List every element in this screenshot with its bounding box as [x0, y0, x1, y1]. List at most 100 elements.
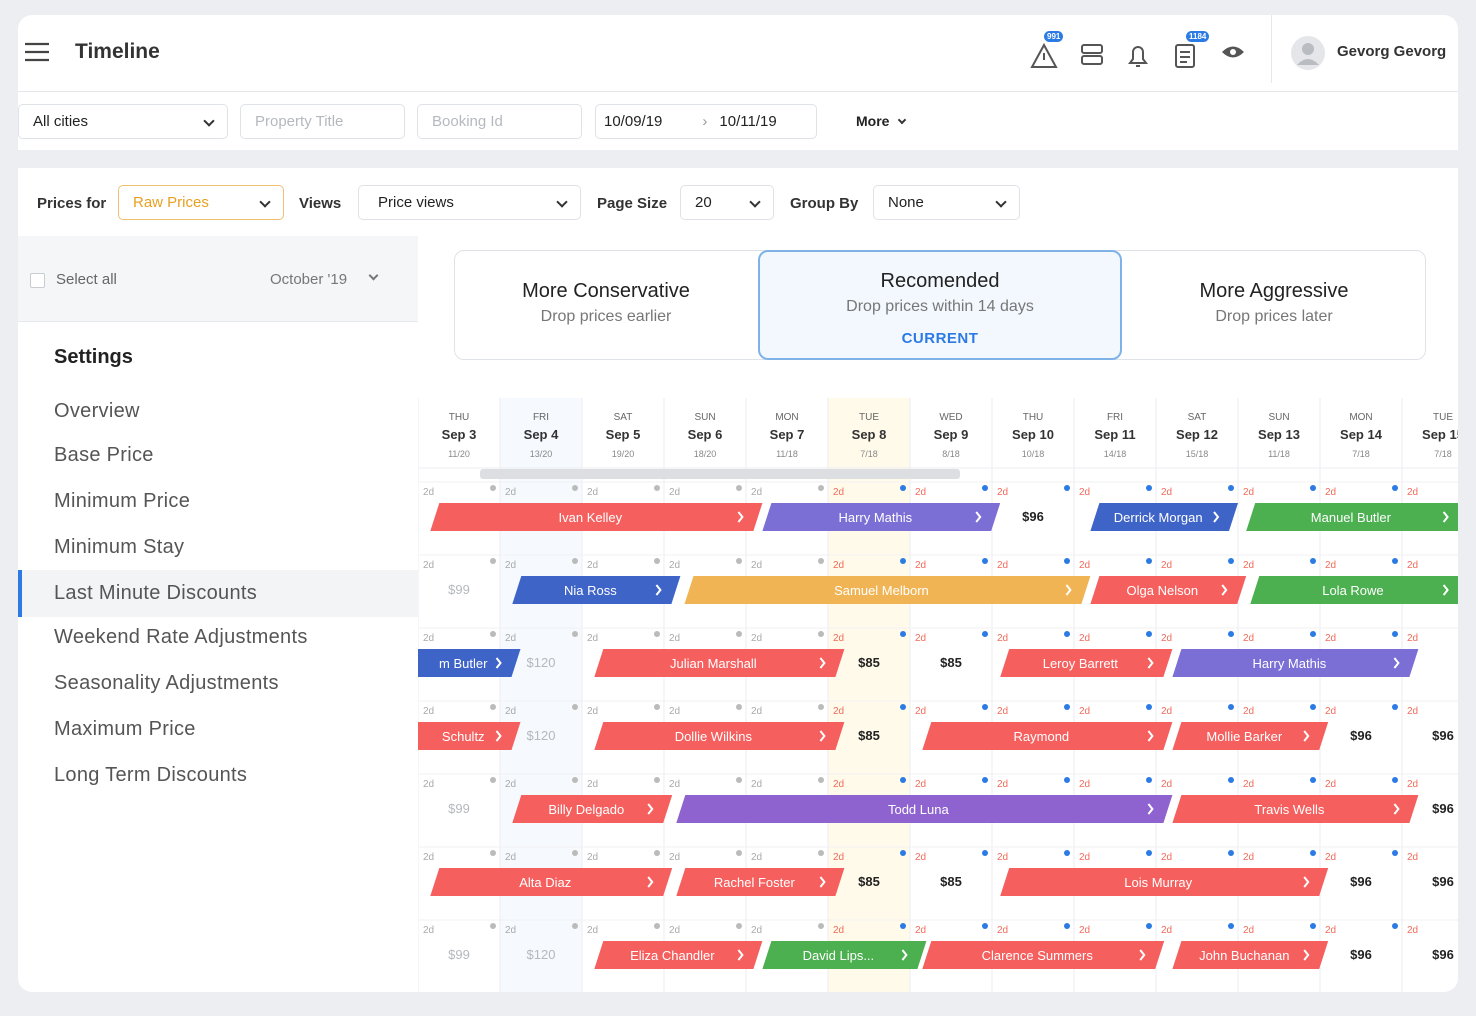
- booking-bar[interactable]: [676, 868, 845, 896]
- booking-input[interactable]: Booking Id: [417, 104, 582, 139]
- settings-item[interactable]: Base Price: [54, 443, 154, 466]
- stay-label: 2d: [669, 487, 680, 498]
- stay-dot: [1310, 485, 1316, 491]
- stay-dot: [1228, 485, 1234, 491]
- booking-bar[interactable]: [1000, 649, 1173, 677]
- booking-bar[interactable]: [676, 795, 1173, 823]
- stay-dot: [1392, 777, 1398, 783]
- booking-bar[interactable]: [418, 649, 521, 677]
- checkbox[interactable]: [30, 273, 45, 288]
- strategy-card[interactable]: More Conservative Drop prices earlier: [454, 250, 758, 360]
- settings-item[interactable]: Minimum Price: [54, 489, 191, 512]
- alerts-badge: 991: [1044, 31, 1064, 42]
- booking-bar[interactable]: [684, 576, 1091, 604]
- booking-bar[interactable]: [1090, 576, 1247, 604]
- booking-bar[interactable]: [762, 503, 1001, 531]
- bell-icon[interactable]: [1128, 46, 1148, 67]
- scrollbar[interactable]: [480, 469, 960, 479]
- user-name[interactable]: Gevorg Gevorg: [1337, 43, 1447, 60]
- menu-icon[interactable]: [24, 41, 50, 63]
- size-select[interactable]: 20: [680, 185, 774, 220]
- settings-item[interactable]: Overview: [54, 399, 140, 422]
- strategy-card[interactable]: More Aggressive Drop prices later: [1122, 250, 1426, 360]
- day-occupancy: 19/20: [612, 449, 635, 459]
- guest-name: Lola Rowe: [1322, 583, 1383, 598]
- stay-label: 2d: [1325, 560, 1336, 571]
- month-chevron[interactable]: [368, 270, 379, 281]
- notes-icon[interactable]: [1175, 44, 1195, 68]
- stay-dot: [1228, 923, 1234, 929]
- booking-chevron: [647, 803, 654, 815]
- stay-dot: [818, 777, 824, 783]
- day-date: Sep 6: [688, 427, 723, 442]
- prices-select[interactable]: Raw Prices: [118, 185, 284, 220]
- booking-bar[interactable]: [512, 576, 681, 604]
- settings-item[interactable]: Weekend Rate Adjustments: [54, 625, 308, 648]
- month[interactable]: October '19: [270, 271, 348, 288]
- booking-bar[interactable]: [594, 941, 763, 969]
- stay-dot: [736, 923, 742, 929]
- stay-dot: [572, 558, 578, 564]
- stay-dot: [654, 923, 660, 929]
- stay-label: 2d: [1079, 487, 1090, 498]
- day-date: Sep 11: [1094, 427, 1135, 442]
- city-value: All cities: [33, 113, 89, 130]
- settings-item[interactable]: Maximum Price: [54, 717, 196, 740]
- price: $85: [858, 874, 880, 889]
- day-occupancy: 10/18: [1022, 449, 1045, 459]
- stay-label: 2d: [833, 852, 844, 863]
- booking-bar[interactable]: [594, 722, 845, 750]
- booking-bar[interactable]: [762, 941, 927, 969]
- booking-bar[interactable]: [922, 722, 1173, 750]
- booking-chevron: [1213, 511, 1220, 523]
- stay-label: 2d: [751, 925, 762, 936]
- booking-chevron: [819, 657, 826, 669]
- settings-item[interactable]: Minimum Stay: [54, 535, 185, 558]
- stay-label: 2d: [669, 633, 680, 644]
- booking-bar[interactable]: [512, 795, 673, 823]
- settings-item[interactable]: Last Minute Discounts: [54, 581, 258, 604]
- booking-bar[interactable]: [922, 941, 1165, 969]
- avatar[interactable]: [1290, 35, 1326, 71]
- guest-name: Leroy Barrett: [1043, 656, 1119, 671]
- select-bar: Select all October '19: [18, 236, 418, 322]
- booking-bar[interactable]: [1172, 722, 1329, 750]
- strategy-subtitle: Drop prices earlier: [540, 308, 672, 325]
- booking-bar[interactable]: [1172, 649, 1419, 677]
- booking-bar[interactable]: [430, 503, 763, 531]
- stay-dot: [736, 704, 742, 710]
- booking-bar[interactable]: [430, 868, 673, 896]
- stay-label: 2d: [669, 706, 680, 717]
- band: [18, 150, 1458, 168]
- settings-item[interactable]: Seasonality Adjustments: [54, 671, 279, 694]
- alert-icon[interactable]: [1030, 42, 1058, 68]
- stay-dot: [654, 631, 660, 637]
- stay-label: 2d: [1407, 560, 1418, 571]
- booking-bar[interactable]: [1250, 576, 1458, 604]
- stay-label: 2d: [1243, 852, 1254, 863]
- city-select[interactable]: All cities: [18, 104, 228, 139]
- select-all: Select all: [56, 271, 117, 288]
- booking-bar[interactable]: [1090, 503, 1238, 531]
- stay-dot: [736, 558, 742, 564]
- booking-bar[interactable]: [1246, 503, 1458, 531]
- views-select[interactable]: Price views: [358, 185, 581, 220]
- strategy-card[interactable]: Recomended Drop prices within 14 days CURR…: [758, 250, 1122, 360]
- group-select[interactable]: None: [873, 185, 1020, 220]
- booking-bar[interactable]: [594, 649, 845, 677]
- more-button[interactable]: More: [856, 113, 907, 129]
- day-of-week: TUE: [859, 412, 879, 423]
- booking-bar[interactable]: [418, 722, 521, 750]
- stay-dot: [982, 631, 988, 637]
- price: $96: [1350, 728, 1372, 743]
- stay-label: 2d: [751, 487, 762, 498]
- stay-dot: [1146, 631, 1152, 637]
- booking-bar[interactable]: [1000, 868, 1329, 896]
- booking-bar[interactable]: [1172, 795, 1419, 823]
- booking-bar[interactable]: [1172, 941, 1329, 969]
- server-icon[interactable]: [1081, 44, 1103, 54]
- settings-item[interactable]: Long Term Discounts: [54, 763, 248, 786]
- price: $120: [527, 728, 556, 743]
- date-range[interactable]: 10/09/19 › 10/11/19: [595, 104, 817, 139]
- property-input[interactable]: Property Title: [240, 104, 405, 139]
